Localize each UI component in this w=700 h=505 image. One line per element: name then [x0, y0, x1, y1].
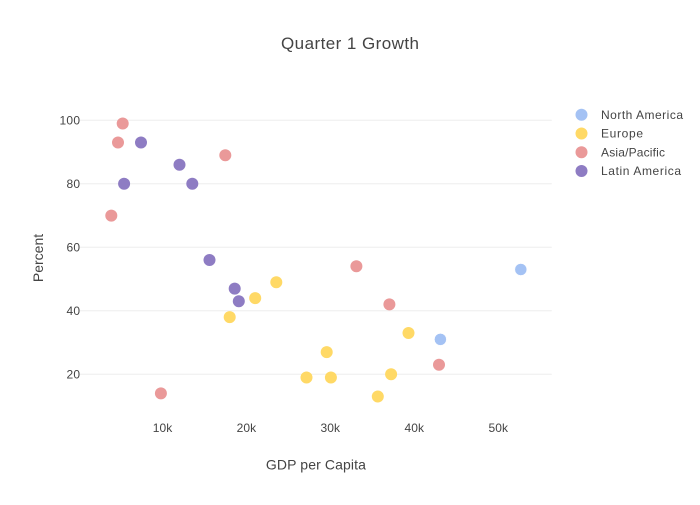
svg-text:80: 80 [67, 177, 81, 191]
svg-text:50k: 50k [488, 421, 509, 435]
svg-text:Quarter 1 Growth: Quarter 1 Growth [281, 34, 419, 53]
svg-text:20k: 20k [237, 421, 258, 435]
svg-text:30k: 30k [321, 421, 342, 435]
svg-text:20: 20 [67, 368, 81, 382]
svg-text:Percent: Percent [30, 234, 46, 282]
svg-text:GDP per Capita: GDP per Capita [266, 457, 366, 473]
svg-text:Latin America: Latin America [601, 164, 681, 178]
svg-text:10k: 10k [153, 421, 174, 435]
svg-text:North America: North America [601, 108, 683, 122]
svg-text:Asia/Pacific: Asia/Pacific [601, 145, 665, 159]
svg-text:60: 60 [67, 241, 81, 255]
svg-text:Europe: Europe [601, 127, 643, 141]
svg-text:40k: 40k [405, 421, 426, 435]
svg-text:100: 100 [60, 114, 81, 128]
svg-text:40: 40 [67, 304, 81, 318]
